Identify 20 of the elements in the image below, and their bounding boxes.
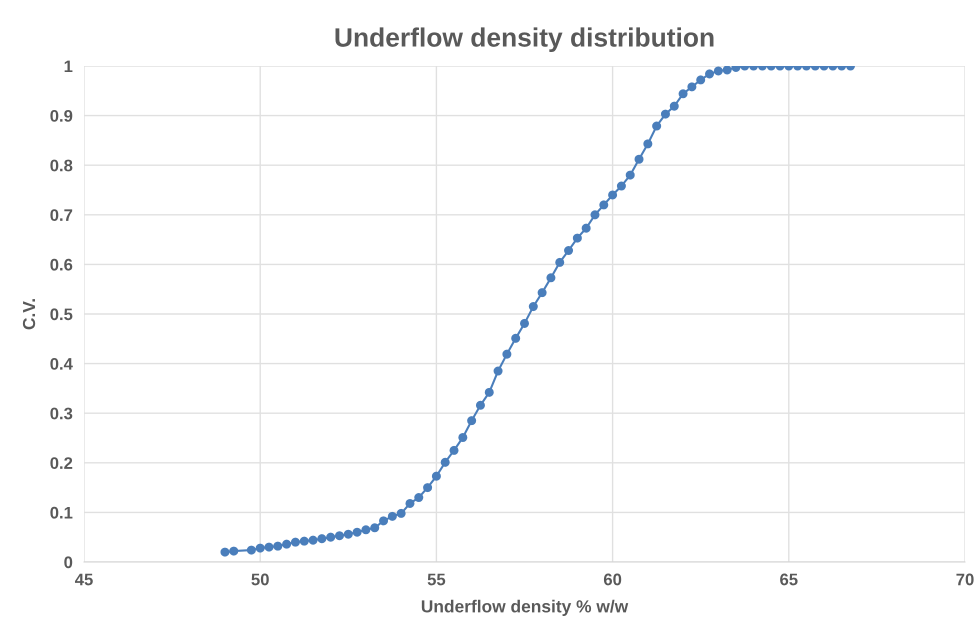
x-tick-label: 45 — [74, 574, 93, 586]
y-tick-label: 0.4 — [50, 358, 73, 370]
chart-title: Underflow density distribution — [336, 27, 714, 52]
y-tick-label: 0.3 — [50, 408, 72, 420]
y-tick-label: 0.9 — [50, 110, 72, 122]
x-tick-label: 70 — [956, 574, 974, 586]
y-tick-label: 0.2 — [50, 457, 72, 470]
y-tick-label: 0.6 — [50, 258, 72, 271]
y-tick-label: 0.1 — [50, 506, 72, 519]
y-axis-title: C.V. — [22, 299, 36, 330]
x-tick-label: 50 — [251, 574, 269, 586]
x-tick-label: 65 — [780, 574, 798, 586]
x-tick-label: 60 — [604, 574, 622, 586]
y-tick-label: 0.5 — [50, 308, 72, 320]
x-axis-title: Underflow density % w/w — [422, 600, 628, 616]
x-tick-label: 55 — [428, 574, 446, 586]
y-tick-label: 0.8 — [50, 160, 72, 172]
y-tick-label: 0 — [64, 556, 72, 568]
y-tick-label: 1 — [64, 60, 72, 72]
y-tick-label: 0.7 — [50, 209, 72, 222]
